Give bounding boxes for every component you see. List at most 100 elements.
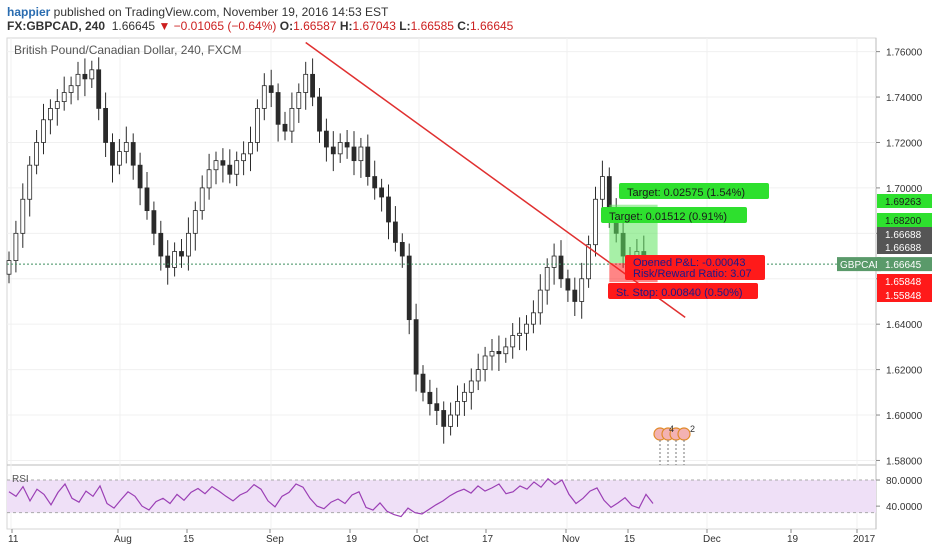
- candle-body: [117, 151, 122, 166]
- time-tick-label: 15: [624, 534, 636, 545]
- price-axis[interactable]: 1.760001.740001.720001.700001.680001.660…: [837, 48, 932, 468]
- rsi-band: [7, 480, 876, 513]
- candle-body: [220, 160, 226, 166]
- symbol-tag-box: [837, 257, 881, 272]
- candle-body: [248, 142, 253, 155]
- candle-body: [123, 142, 129, 152]
- position-label-box: [625, 266, 765, 280]
- candle-body: [61, 92, 67, 102]
- position-tool[interactable]: Target: 0.02575 (1.54%) Target: 0.01512 (…: [601, 183, 769, 299]
- open-label: O:: [279, 19, 294, 33]
- candle-body: [572, 289, 578, 302]
- candle-body: [386, 196, 391, 223]
- time-tick-label: Dec: [703, 534, 721, 545]
- price-tick-label: 1.60000: [886, 411, 923, 422]
- candle-body: [179, 251, 184, 257]
- candle-body: [379, 187, 385, 198]
- candle-body: [254, 108, 260, 143]
- price-tag-label: 1.68200: [885, 216, 922, 227]
- candle-body: [310, 73, 316, 98]
- candle-body: [172, 251, 178, 268]
- candle-body: [41, 119, 46, 143]
- candle-body: [317, 96, 322, 132]
- candle-body: [413, 319, 419, 375]
- time-tick-label: Aug: [114, 534, 132, 545]
- price-tag-box: [877, 274, 932, 288]
- author-link[interactable]: happier: [7, 5, 51, 19]
- position-label: Target: 0.01512 (0.91%): [609, 211, 727, 223]
- candle-body: [82, 73, 88, 80]
- candle-body: [158, 232, 164, 257]
- candle-body: [351, 146, 357, 162]
- high-label: H:: [339, 19, 353, 33]
- symbol-label: FX:GBPCAD, 240: [7, 19, 106, 33]
- candle-body: [434, 403, 440, 411]
- time-axis[interactable]: 11 Aug 15 Sep 19 Oct 17 Nov 15 Dec 19 2017: [8, 529, 876, 545]
- low-value: 1.66585: [410, 19, 454, 33]
- position-label-box: [619, 183, 769, 199]
- position-label-box: [625, 255, 765, 269]
- candle-body: [392, 221, 398, 243]
- high-value: 1.67043: [352, 19, 396, 33]
- candle-body: [103, 108, 108, 143]
- candle-body: [524, 323, 529, 334]
- candle-body: [282, 123, 288, 132]
- position-label: Risk/Reward Ratio: 3.07: [633, 268, 752, 280]
- price-tick-label: 1.62000: [886, 366, 923, 377]
- candle-body: [468, 380, 474, 393]
- candle-body: [34, 142, 39, 166]
- candle-body: [337, 142, 343, 155]
- candle-body: [558, 255, 564, 280]
- candle-body: [544, 266, 550, 291]
- candle-body: [275, 92, 281, 125]
- candle-body: [206, 169, 212, 189]
- candle-body: [496, 351, 502, 355]
- candle-body: [420, 373, 426, 393]
- candle-body: [406, 255, 412, 321]
- candle-body: [537, 289, 543, 314]
- position-label: St. Stop: 0.00840 (0.50%): [616, 287, 743, 299]
- time-tick-label: Oct: [413, 534, 429, 545]
- price-tag-label: 1.66688: [885, 230, 922, 241]
- candle-body: [565, 278, 571, 291]
- candle-body: [344, 142, 350, 148]
- time-tick-label: 2017: [853, 534, 876, 545]
- candle-body: [461, 391, 467, 402]
- rsi-tick-label: 40.0000: [886, 502, 923, 513]
- candle-body: [20, 198, 26, 234]
- candle-body: [27, 164, 33, 200]
- candle-body: [517, 332, 522, 336]
- candle-body: [13, 232, 19, 261]
- chart-header: happier published on TradingView.com, No…: [0, 0, 932, 38]
- time-tick-label: 19: [787, 534, 799, 545]
- candle-body: [365, 146, 371, 177]
- close-label: C:: [457, 19, 470, 33]
- candle-body: [48, 108, 53, 121]
- time-tick-label: 15: [183, 534, 195, 545]
- rsi-line: [8, 477, 654, 518]
- candle-body: [199, 187, 205, 212]
- price-tick-label: 1.58000: [886, 456, 923, 467]
- last-price-box: [877, 257, 932, 272]
- candle-body: [227, 164, 233, 175]
- candle-body: [510, 335, 516, 348]
- rsi-tick-label: 80.0000: [886, 476, 923, 487]
- event-marker-icon[interactable]: [677, 427, 691, 441]
- candle-body: [234, 160, 240, 175]
- candle-body: [448, 414, 454, 427]
- candle-body: [130, 142, 136, 166]
- candle-body: [241, 153, 247, 162]
- time-tick-label: 19: [346, 534, 358, 545]
- time-tick-label: 11: [8, 534, 19, 545]
- price-tag-label: 1.55848: [885, 291, 922, 302]
- price-tick-label: 1.70000: [886, 184, 923, 195]
- position-label-box: [608, 283, 758, 299]
- candle-body: [151, 210, 157, 234]
- price-tick-label: 1.64000: [886, 320, 923, 331]
- time-tick-label: Nov: [562, 534, 580, 545]
- time-tick-label: Sep: [266, 534, 284, 545]
- candle-body: [268, 85, 274, 93]
- candle-body: [96, 69, 102, 109]
